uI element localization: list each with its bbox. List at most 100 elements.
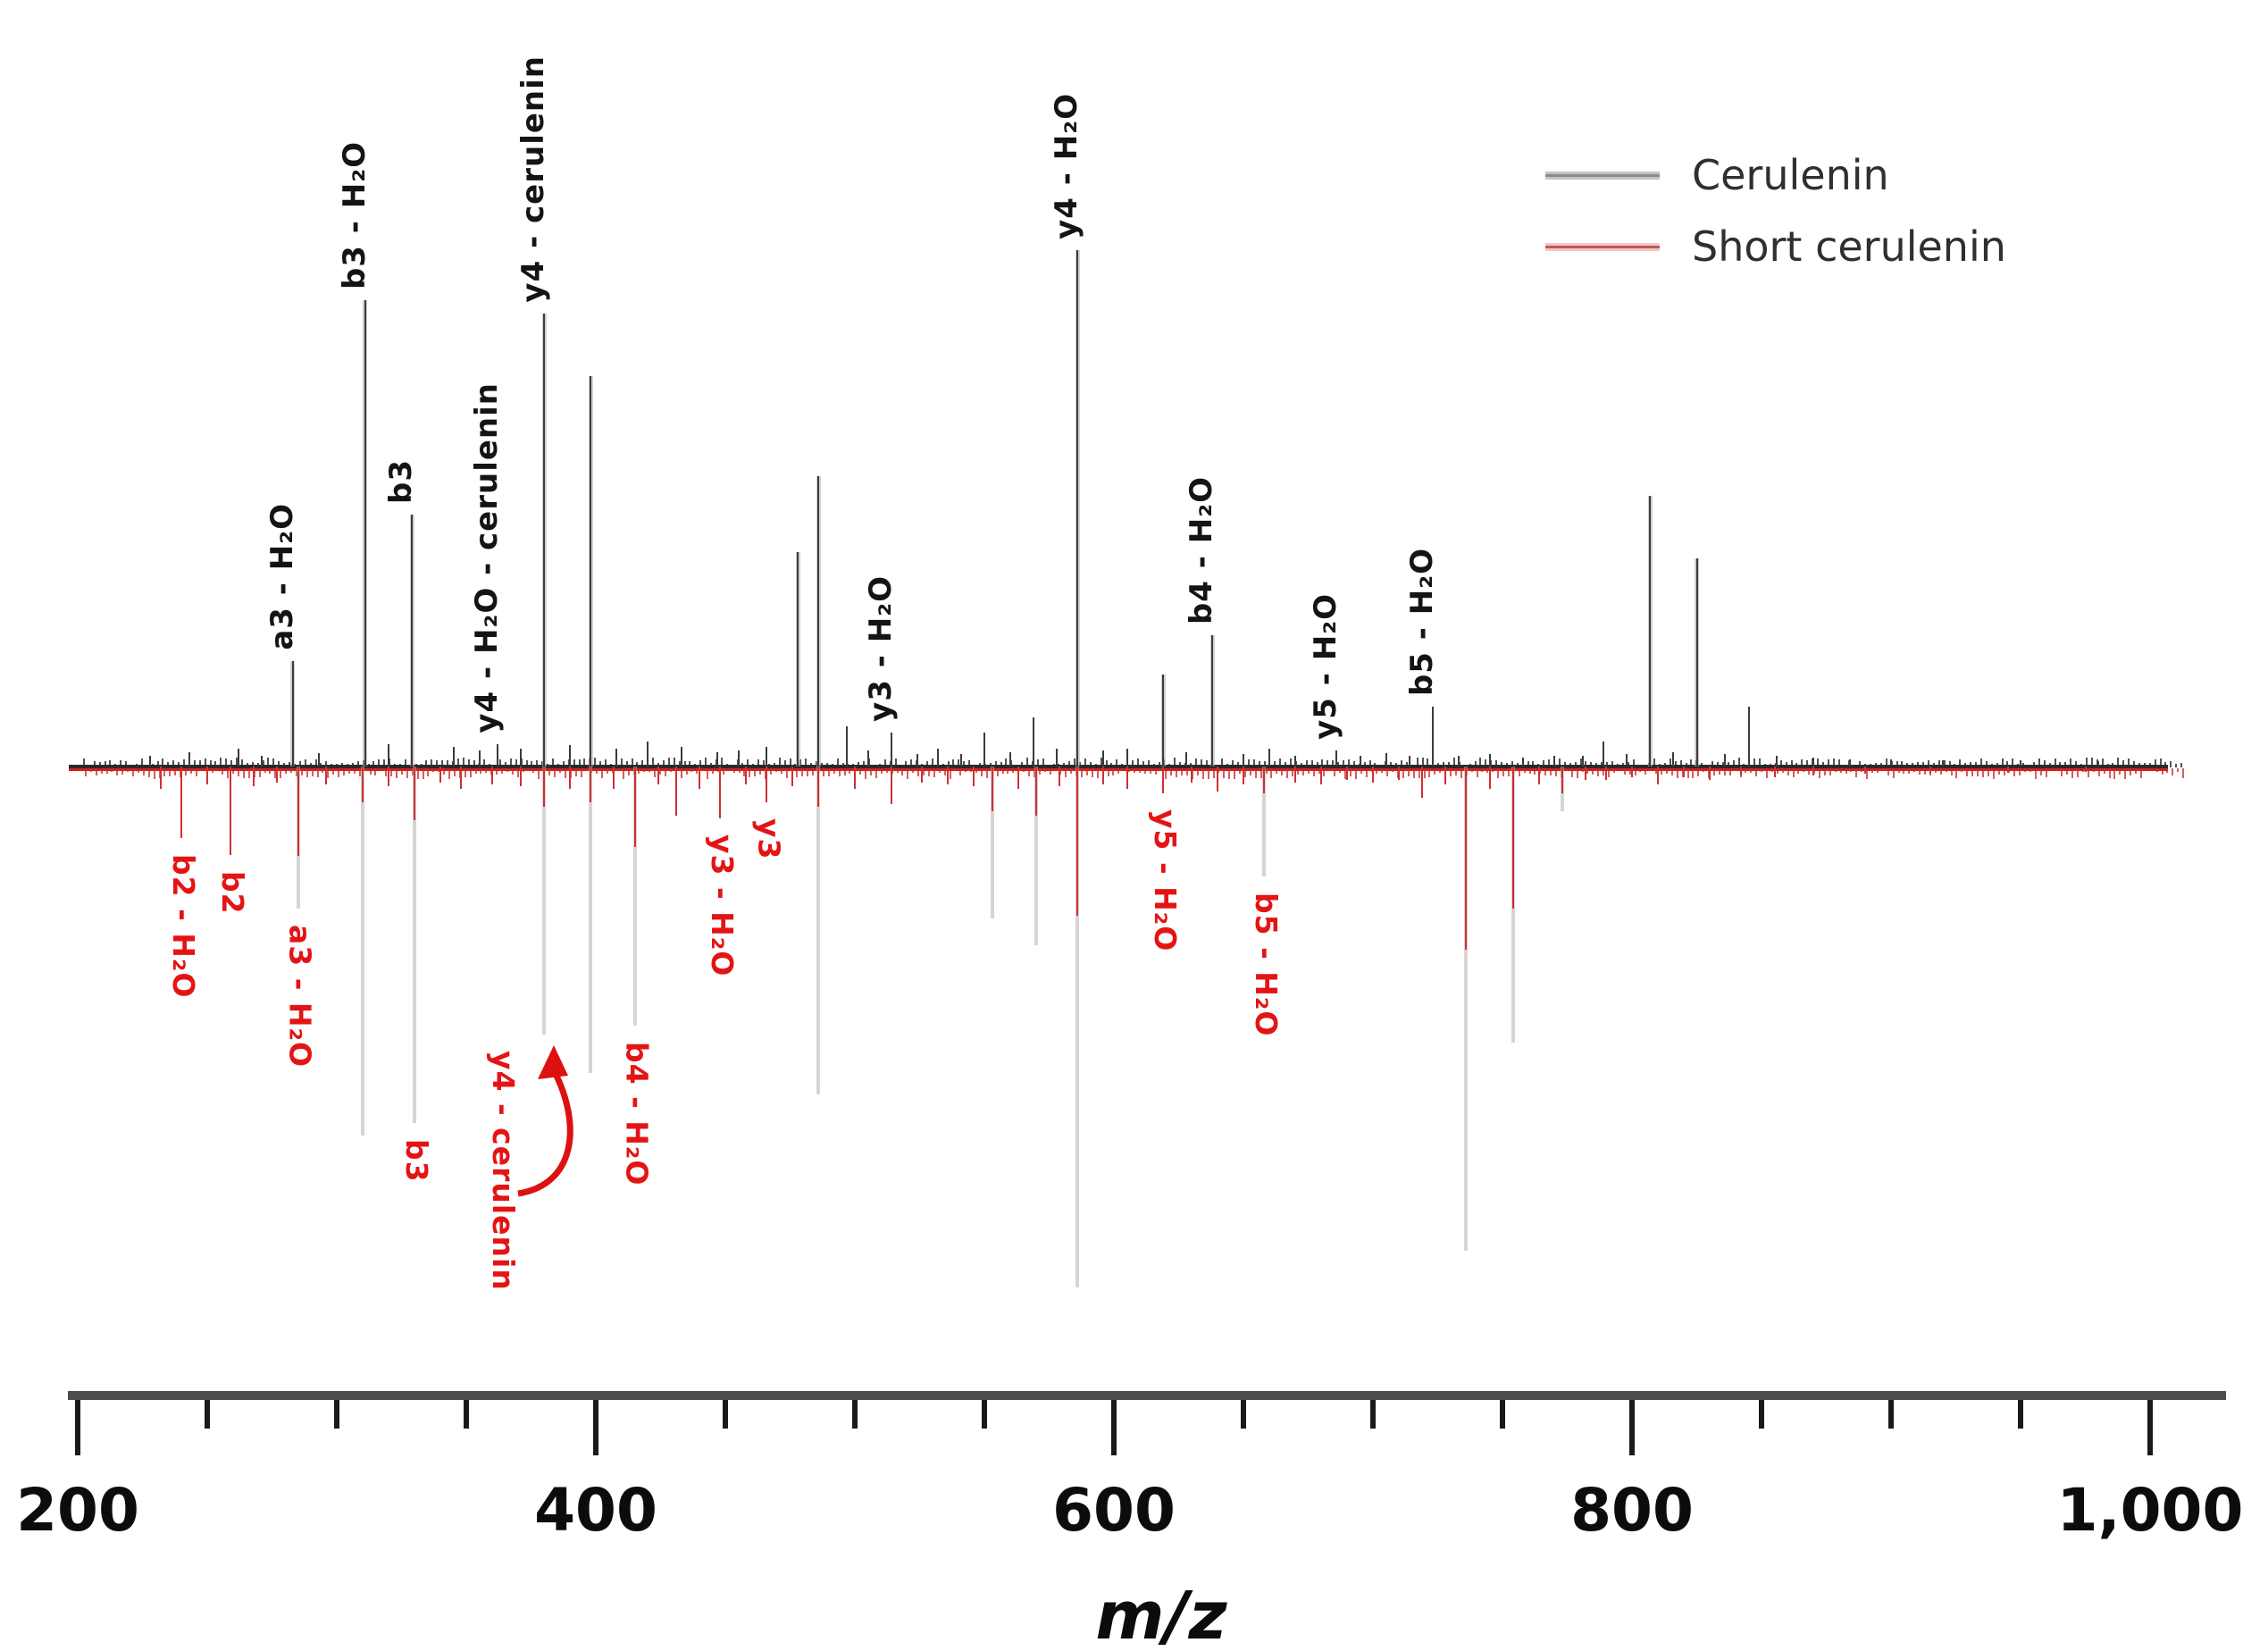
baseline-noise-tick-red: [896, 768, 899, 773]
baseline-noise-tick: [1795, 762, 1798, 767]
baseline-noise-tick-red: [2172, 768, 2174, 776]
baseline-noise-tick: [958, 759, 960, 767]
baseline-noise-tick-red: [174, 768, 177, 776]
baseline-noise-tick-red: [1697, 768, 1700, 777]
cerulenin-peak: [1056, 749, 1059, 767]
baseline-noise-tick: [167, 761, 170, 767]
baseline-noise-tick: [2022, 763, 2025, 767]
baseline-noise-tick: [2001, 758, 2004, 767]
cerulenin-peak: [317, 753, 320, 767]
baseline-noise-tick: [1042, 758, 1044, 767]
baseline-noise-tick: [1990, 764, 1993, 767]
baseline-noise-tick: [320, 762, 322, 767]
baseline-noise-tick: [1010, 760, 1013, 767]
baseline-noise-tick-red: [564, 768, 566, 778]
short-cerulenin-peak-halo: [632, 767, 637, 1026]
cerulenin-peak: [1408, 756, 1410, 767]
short-cerulenin-peak: [921, 767, 924, 783]
baseline-noise-tick-red: [1655, 768, 1658, 774]
peak-label-top: y4 - H₂O: [1049, 93, 1085, 239]
baseline-noise-tick: [509, 758, 512, 767]
baseline-noise-tick: [1495, 759, 1498, 767]
baseline-noise-tick: [1452, 758, 1455, 767]
baseline-noise-tick-red: [247, 768, 250, 778]
baseline-noise-tick-red: [532, 768, 535, 774]
baseline-noise-tick: [662, 759, 665, 767]
baseline-noise-tick: [1979, 758, 1982, 767]
baseline-noise-tick-red: [901, 768, 904, 776]
baseline-noise-tick: [1595, 763, 1598, 767]
baseline-noise-tick-red: [458, 768, 461, 779]
baseline-noise-tick-red: [1661, 768, 1662, 775]
baseline-noise-tick: [631, 758, 633, 767]
baseline-noise-tick-red: [1201, 768, 1204, 779]
short-cerulenin-peak-halo: [990, 767, 994, 918]
baseline-noise-tick-red: [443, 768, 446, 775]
baseline-noise-tick: [1427, 758, 1429, 767]
baseline-noise-tick: [1874, 762, 1877, 767]
baseline-noise-tick-red: [1223, 768, 1226, 778]
baseline-noise-tick: [225, 758, 228, 767]
baseline-noise-tick-red: [2061, 768, 2063, 776]
baseline-noise-tick: [525, 760, 528, 767]
baseline-noise-tick: [931, 758, 933, 767]
baseline-noise-tick: [2085, 758, 2088, 767]
baseline-noise-tick-red: [980, 768, 983, 776]
baseline-noise-tick: [1870, 763, 1871, 767]
baseline-noise-tick-red: [1470, 768, 1473, 772]
baseline-noise-tick-red: [907, 768, 909, 779]
short-cerulenin-peak: [791, 767, 794, 786]
baseline-noise-tick-red: [1270, 768, 1273, 778]
baseline-noise-tick: [398, 764, 401, 767]
baseline-noise-tick-red: [1997, 768, 2000, 775]
baseline-noise-tick-red: [812, 768, 815, 775]
baseline-noise-tick: [1474, 760, 1477, 767]
baseline-noise-tick-red: [1681, 768, 1684, 778]
baseline-noise-tick: [757, 759, 760, 767]
baseline-noise-tick: [1279, 758, 1282, 767]
baseline-noise-tick-red: [959, 768, 962, 776]
baseline-noise-tick-red: [396, 768, 398, 779]
baseline-noise-tick-red: [290, 768, 292, 773]
baseline-noise-tick: [1395, 763, 1397, 767]
baseline-noise-tick: [820, 763, 823, 767]
baseline-noise-tick-red: [690, 768, 693, 772]
peak-label-bottom: b2: [215, 871, 251, 915]
baseline-noise-tick: [609, 764, 612, 767]
baseline-noise-tick-red: [1728, 768, 1731, 776]
baseline-noise-tick: [1970, 761, 1972, 767]
baseline-noise-tick-red: [659, 768, 661, 775]
legend-item-short-cerulenin: Short cerulenin: [1545, 222, 2006, 271]
baseline-noise-tick-red: [1977, 768, 1979, 776]
baseline-noise-tick-red: [2019, 768, 2021, 775]
baseline-noise-tick: [172, 759, 175, 767]
baseline-noise-tick-red: [316, 768, 319, 778]
baseline-noise-tick-red: [1023, 768, 1025, 772]
baseline-noise-tick: [420, 764, 423, 767]
baseline-noise-tick: [1158, 762, 1160, 767]
baseline-noise-tick: [2106, 763, 2109, 767]
baseline-noise-tick: [599, 760, 602, 767]
baseline-noise-tick-red: [121, 768, 124, 775]
baseline-noise-tick-red: [1265, 768, 1268, 775]
baseline-noise-tick: [193, 759, 196, 767]
cerulenin-peak: [615, 749, 618, 767]
baseline-noise-tick: [557, 763, 559, 767]
baseline-noise-tick-red: [274, 768, 277, 778]
baseline-noise-tick: [1859, 761, 1862, 767]
baseline-noise-tick-red: [970, 768, 973, 773]
baseline-noise-tick-red: [843, 768, 846, 775]
peak-label-top: b3 - H₂O: [336, 140, 372, 289]
baseline-noise-tick: [1205, 760, 1208, 767]
baseline-noise-tick-red: [2008, 768, 2011, 773]
baseline-noise-tick: [140, 758, 143, 767]
baseline-noise-tick-red: [1070, 768, 1073, 774]
baseline-noise-tick: [1448, 761, 1450, 767]
baseline-noise-tick-red: [2092, 768, 2095, 773]
baseline-noise-tick-red: [1186, 768, 1188, 776]
baseline-noise-tick: [1611, 761, 1613, 767]
cerulenin-peak: [1268, 749, 1270, 767]
baseline-noise-tick: [2043, 760, 2046, 767]
short-cerulenin-peak: [817, 767, 820, 807]
short-cerulenin-peak: [745, 767, 748, 784]
